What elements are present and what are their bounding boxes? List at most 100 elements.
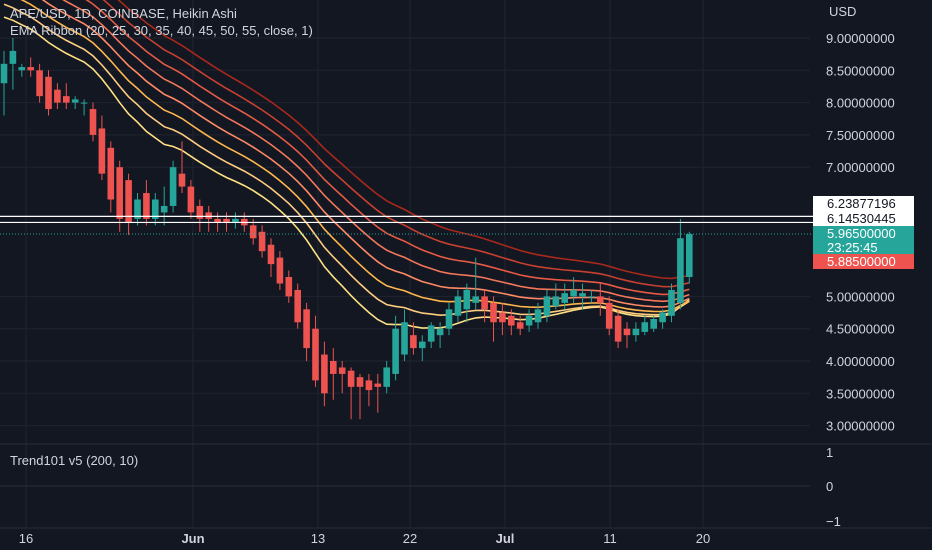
candle[interactable] (508, 309, 515, 336)
candle[interactable] (668, 283, 675, 323)
candle[interactable] (80, 99, 88, 116)
candle[interactable] (686, 231, 693, 284)
candle[interactable] (410, 322, 417, 355)
candle[interactable] (312, 315, 319, 387)
candle-body (623, 328, 631, 336)
candle[interactable] (89, 102, 97, 142)
candle[interactable] (27, 57, 34, 77)
candle-body (347, 370, 355, 387)
candlestick-series[interactable] (0, 38, 693, 420)
candle[interactable] (276, 251, 284, 290)
candle[interactable] (71, 96, 79, 110)
candle-body (54, 89, 61, 103)
candle[interactable] (143, 180, 150, 226)
price-tick-label: 4.00000000 (826, 354, 895, 369)
candle[interactable] (321, 341, 328, 407)
time-axis[interactable]: 16 Jun 13 22 Jul 11 20 (19, 531, 710, 546)
candle[interactable] (597, 283, 604, 316)
candle[interactable] (169, 160, 177, 213)
candle[interactable] (98, 115, 106, 181)
candle[interactable] (45, 70, 52, 116)
price-axis[interactable]: 9.00000000 8.50000000 8.00000000 7.50000000… (826, 31, 895, 434)
candle[interactable] (232, 212, 239, 229)
candle[interactable] (36, 63, 43, 103)
candle-body (0, 63, 8, 84)
candle[interactable] (18, 63, 26, 77)
time-tick-label: Jun (181, 531, 204, 546)
candle[interactable] (605, 296, 613, 336)
candle-body (472, 296, 479, 303)
candle[interactable] (641, 315, 649, 336)
candle[interactable] (0, 50, 8, 116)
candle[interactable] (365, 373, 373, 407)
candle[interactable] (152, 193, 159, 226)
candle[interactable] (258, 225, 266, 258)
candle[interactable] (107, 141, 115, 213)
candle[interactable] (490, 296, 497, 342)
candle[interactable] (499, 302, 506, 336)
candle[interactable] (552, 283, 560, 310)
candle[interactable] (134, 193, 141, 226)
symbol-title[interactable]: APE/USD, 1D, COINBASE, Heikin Ashi (10, 6, 237, 21)
candle[interactable] (54, 83, 61, 110)
candle[interactable] (614, 309, 622, 349)
candle[interactable] (481, 289, 488, 323)
candle[interactable] (454, 289, 462, 323)
candle[interactable] (561, 283, 568, 310)
candle[interactable] (436, 322, 444, 349)
candle[interactable] (383, 361, 390, 394)
ema-ribbon-legend[interactable]: EMA Ribbon (20, 25, 30, 35, 40, 45, 50, … (10, 23, 313, 38)
candle[interactable] (525, 309, 533, 332)
candle[interactable] (445, 302, 453, 336)
candle[interactable] (419, 335, 426, 361)
candle[interactable] (347, 367, 355, 420)
candle[interactable] (303, 302, 310, 361)
candle[interactable] (659, 309, 666, 329)
candle[interactable] (401, 309, 408, 361)
candle[interactable] (196, 199, 204, 232)
candle[interactable] (187, 180, 195, 219)
candle[interactable] (374, 373, 382, 413)
candle[interactable] (570, 277, 577, 303)
candle[interactable] (650, 315, 657, 332)
price-tick-label: 7.50000000 (826, 128, 895, 143)
candle[interactable] (516, 315, 524, 336)
candle-body (641, 322, 649, 332)
candle[interactable] (534, 302, 542, 329)
candle[interactable] (9, 38, 17, 90)
candle[interactable] (356, 373, 364, 420)
currency-label[interactable]: USD (829, 4, 857, 19)
candle[interactable] (472, 257, 479, 310)
candle[interactable] (178, 141, 186, 194)
candle[interactable] (463, 283, 471, 323)
candle[interactable] (543, 289, 551, 323)
candle-body (499, 312, 506, 323)
ema-line (3, 16, 690, 329)
candle[interactable] (160, 186, 168, 226)
candle[interactable] (285, 270, 293, 303)
candle[interactable] (63, 83, 70, 110)
candle[interactable] (249, 218, 257, 245)
candle[interactable] (338, 361, 346, 394)
candle[interactable] (330, 348, 337, 400)
candle[interactable] (205, 205, 212, 232)
candle-body (107, 147, 115, 200)
candle[interactable] (392, 315, 399, 381)
bar-countdown: 23:25:45 (813, 240, 914, 255)
candle[interactable] (632, 322, 640, 342)
candle[interactable] (125, 173, 132, 236)
candle[interactable] (116, 160, 123, 232)
candle[interactable] (267, 238, 275, 278)
candle[interactable] (579, 283, 586, 310)
candle-body (392, 328, 399, 374)
trend-indicator-legend[interactable]: Trend101 v5 (200, 10) (10, 453, 139, 468)
candle[interactable] (623, 322, 631, 349)
candle-body (152, 199, 159, 219)
candle-body (490, 302, 497, 323)
candle[interactable] (588, 289, 595, 303)
candle[interactable] (427, 322, 435, 349)
candle[interactable] (294, 283, 301, 329)
candle[interactable] (677, 218, 684, 310)
sub-pane-axis[interactable]: 1 0 −1 (826, 445, 841, 529)
